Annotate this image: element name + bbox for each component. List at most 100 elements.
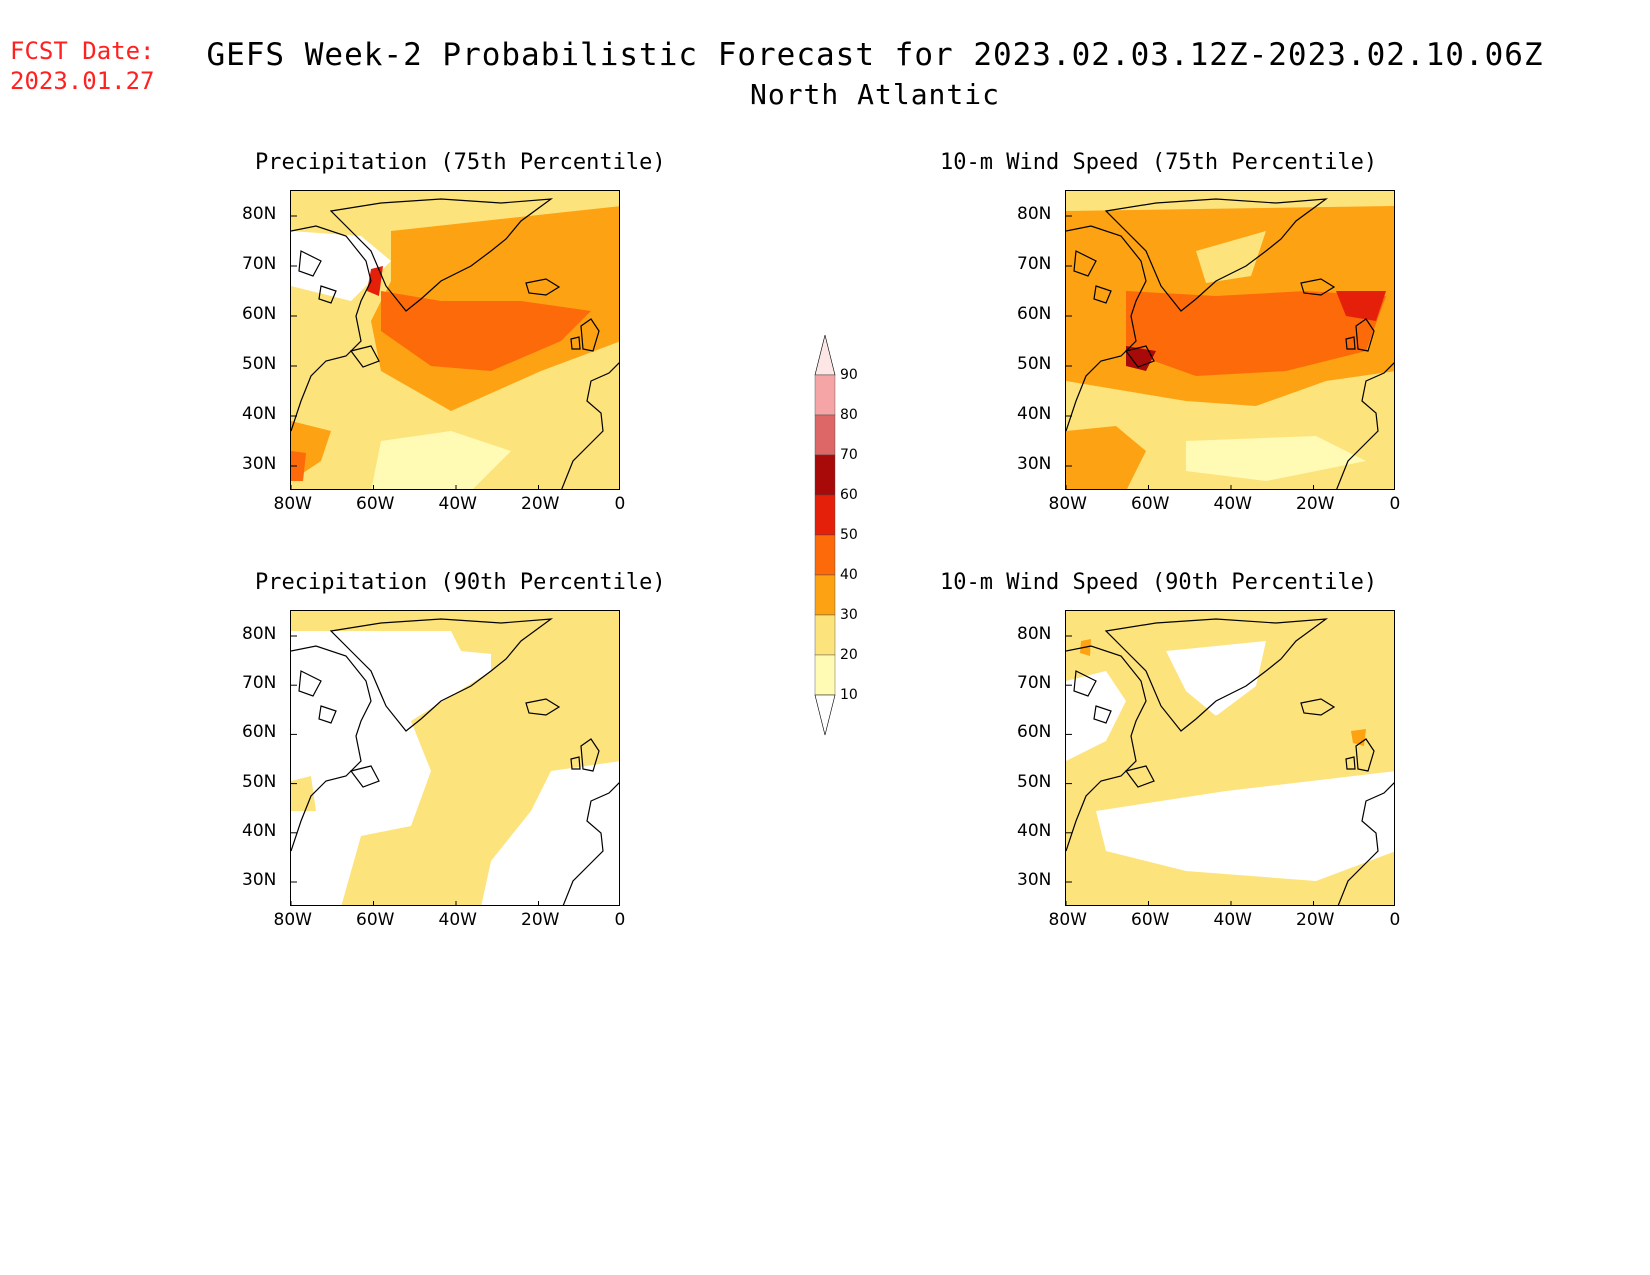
coastline (570, 756, 581, 770)
lat-label: 60N (1017, 722, 1052, 743)
coastline (561, 362, 619, 489)
map-precip-75 (290, 190, 620, 490)
coastline (291, 645, 372, 852)
colorbar-label: 10 (840, 687, 858, 703)
colorbar-swatch (814, 414, 836, 456)
lat-label: 80N (1017, 204, 1052, 224)
coastline (291, 225, 372, 432)
lat-label: 60N (242, 304, 277, 324)
coastline (580, 318, 600, 352)
coastline (1093, 705, 1112, 724)
lon-label: 60W (1131, 910, 1170, 930)
lat-label: 70N (1017, 673, 1052, 694)
colorbar-label: 90 (840, 367, 858, 383)
lon-label: 40W (438, 910, 477, 930)
coastline (1073, 670, 1097, 697)
coastline (580, 738, 600, 772)
lon-label: 40W (438, 494, 477, 514)
forecast-date-label: FCST Date: (10, 37, 155, 65)
colorbar-swatch (814, 534, 836, 576)
coastline (1093, 285, 1112, 304)
panel-title-precip-90: Precipitation (90th Percentile) (255, 570, 666, 595)
lat-label: 70N (242, 673, 277, 694)
panel-title-wind-75: 10-m Wind Speed (75th Percentile) (940, 150, 1378, 175)
lon-label: 40W (1213, 494, 1252, 514)
lat-label: 50N (242, 354, 277, 374)
colorbar-swatch (814, 654, 836, 696)
coastline (329, 618, 554, 732)
coastline (1337, 782, 1394, 905)
colorbar-label: 50 (840, 527, 858, 543)
coastline (1336, 362, 1394, 489)
lat-label: 30N (242, 870, 277, 890)
colorbar-top-arrow (814, 334, 836, 376)
colorbar-bottom-arrow (814, 694, 836, 736)
lon-label: 60W (356, 494, 395, 514)
map-wind-90 (1065, 610, 1395, 906)
lon-label: 20W (1296, 494, 1335, 514)
map-precip-90 (290, 610, 620, 906)
coastline (562, 782, 619, 905)
colorbar (810, 334, 870, 749)
coastline (1066, 225, 1147, 432)
coastline (1345, 756, 1356, 770)
lon-label: 80W (273, 910, 312, 930)
coastline (318, 285, 337, 304)
coastline (1073, 250, 1097, 277)
panel-title-wind-90: 10-m Wind Speed (90th Percentile) (940, 570, 1378, 595)
lon-label: 0 (614, 910, 626, 930)
lon-label: 0 (614, 494, 626, 514)
lon-label: 80W (273, 494, 312, 514)
lon-label: 60W (356, 910, 395, 930)
lon-label: 20W (521, 494, 560, 514)
lat-label: 50N (1017, 354, 1052, 374)
lat-label: 80N (242, 204, 277, 224)
colorbar-label: 70 (840, 447, 858, 463)
region-subtitle: North Atlantic (749, 78, 1000, 111)
lon-label: 40W (1213, 910, 1252, 930)
map-wind-75 (1065, 190, 1395, 490)
colorbar-swatch (814, 494, 836, 536)
colorbar-swatch (814, 574, 836, 616)
coastline (298, 670, 322, 697)
coastline (525, 698, 561, 716)
coastline (1124, 765, 1155, 788)
coastline (525, 278, 561, 296)
coastline (1300, 698, 1336, 716)
coastline (1355, 318, 1375, 352)
lon-label: 80W (1048, 910, 1087, 930)
coastline (349, 345, 380, 368)
lat-label: 80N (1017, 624, 1052, 644)
lon-label: 0 (1389, 494, 1401, 514)
coastline (318, 705, 337, 724)
lon-label: 60W (1131, 494, 1170, 514)
page-title: GEFS Week-2 Probabilistic Forecast for 2… (206, 37, 1544, 73)
lat-label: 50N (1017, 771, 1052, 792)
forecast-date: FCST Date: 2023.01.27 (10, 36, 155, 96)
lat-label: 60N (1017, 304, 1052, 324)
coastline (329, 198, 554, 312)
coastline (1104, 198, 1329, 312)
lat-label: 40N (1017, 820, 1052, 841)
colorbar-label: 20 (840, 647, 858, 663)
coastline (1345, 336, 1356, 350)
colorbar-swatch (814, 454, 836, 496)
panel-title-precip-75: Precipitation (75th Percentile) (255, 150, 666, 175)
lat-label: 40N (242, 820, 277, 841)
coastline (298, 250, 322, 277)
lat-label: 30N (1017, 454, 1052, 474)
colorbar-swatch (814, 374, 836, 416)
coastline (1124, 345, 1155, 368)
lat-label: 30N (242, 454, 277, 474)
lat-label: 80N (242, 624, 277, 644)
colorbar-label: 80 (840, 407, 858, 423)
colorbar-label: 40 (840, 567, 858, 583)
lat-label: 40N (242, 404, 277, 424)
lon-label: 20W (1296, 910, 1335, 930)
lon-label: 0 (1389, 910, 1401, 930)
lat-label: 60N (242, 722, 277, 743)
lon-label: 80W (1048, 494, 1087, 514)
colorbar-label: 30 (840, 607, 858, 623)
coastline (1066, 645, 1147, 852)
colorbar-swatch (814, 614, 836, 656)
